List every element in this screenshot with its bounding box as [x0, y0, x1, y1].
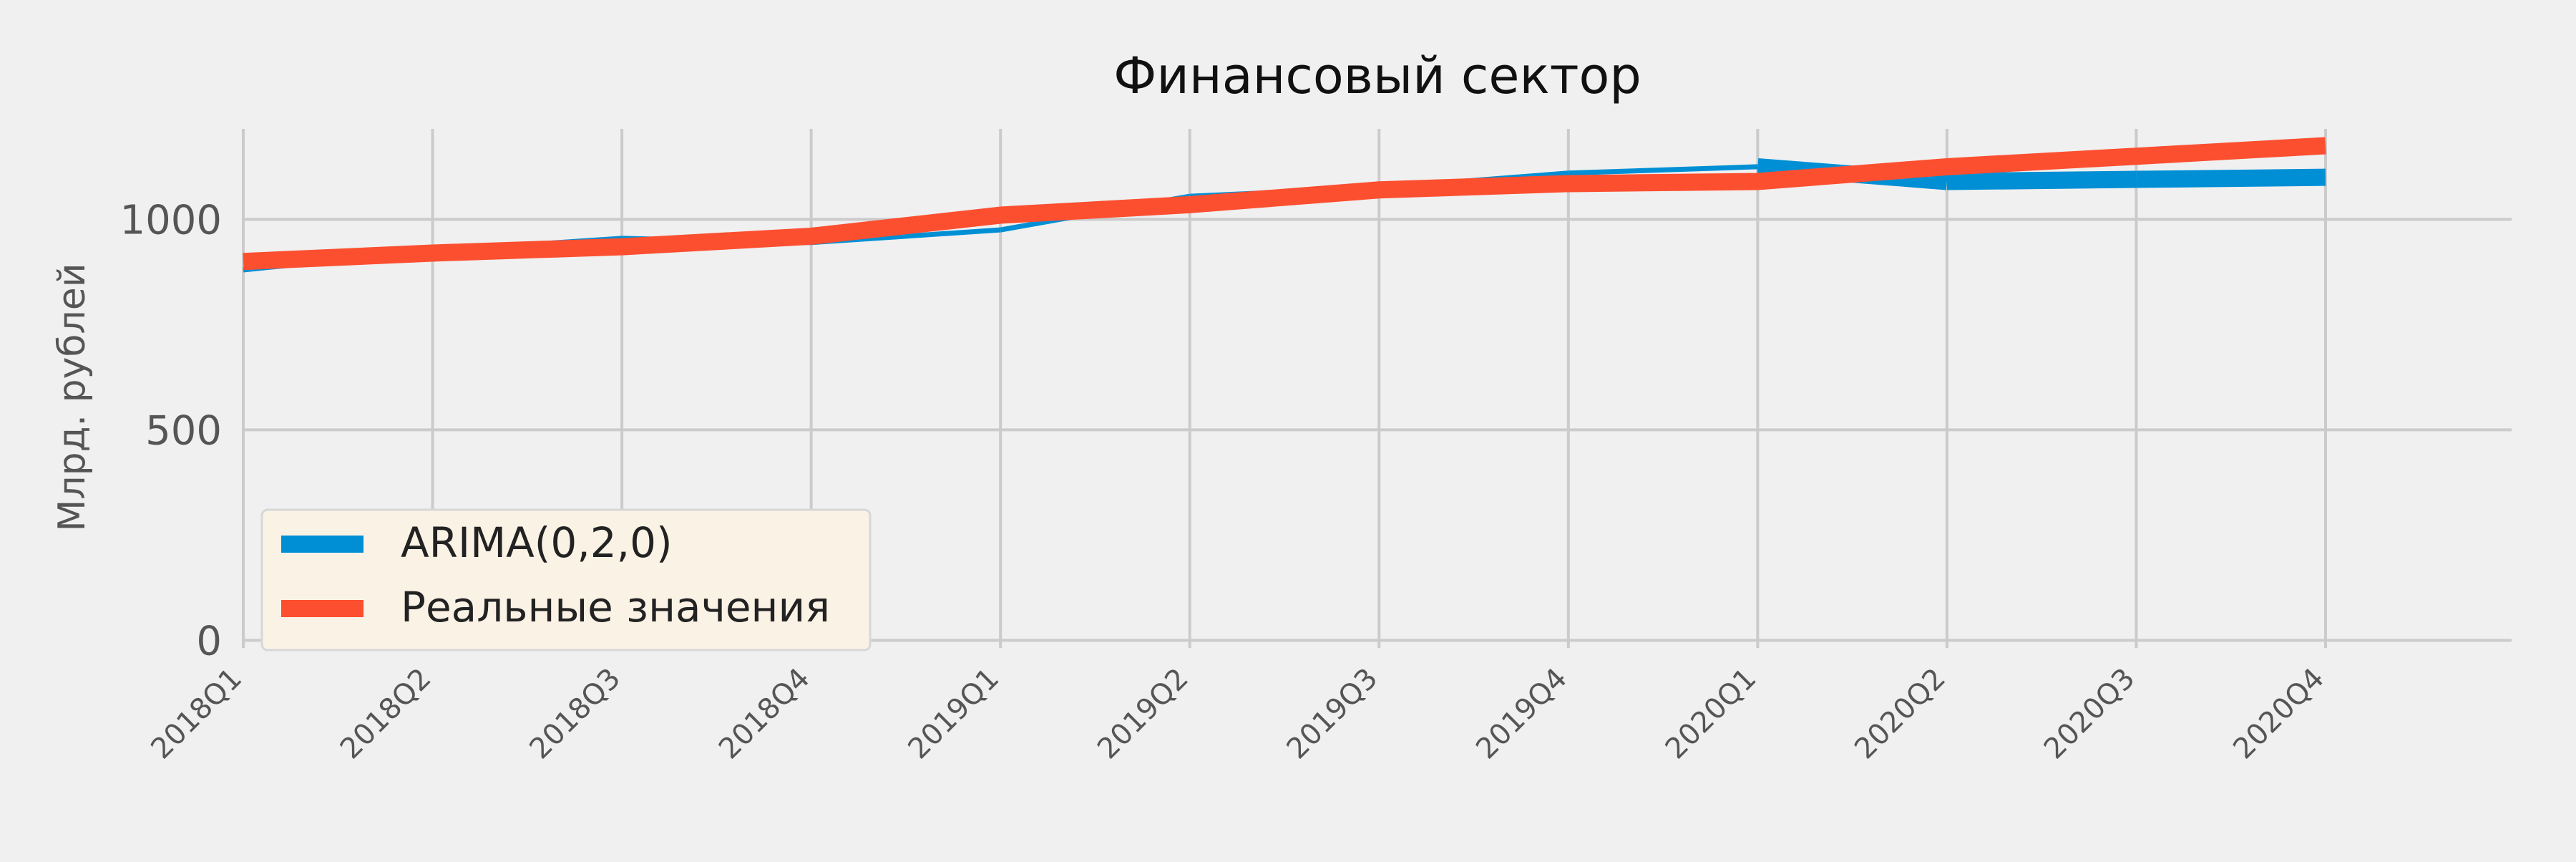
series-line-segment	[1946, 170, 2137, 190]
series-layer	[243, 137, 2326, 273]
legend-label-arima: ARIMA(0,2,0)	[401, 518, 673, 567]
legend-label-real: Реальные значения	[401, 583, 830, 631]
y-axis-label: Млрд. рублей	[51, 263, 94, 532]
chart-title: Финансовый сектор	[1113, 47, 1641, 105]
legend: ARIMA(0,2,0) Реальные значения	[260, 508, 872, 652]
series-line-segment	[2136, 168, 2326, 188]
legend-box	[260, 508, 872, 652]
y-tick-label: 500	[145, 407, 222, 454]
series-line-segment	[1568, 164, 1758, 176]
y-tick-label: 1000	[119, 197, 222, 243]
y-tick-label: 0	[196, 618, 222, 664]
grid	[242, 129, 2512, 648]
series-line	[243, 137, 2326, 271]
